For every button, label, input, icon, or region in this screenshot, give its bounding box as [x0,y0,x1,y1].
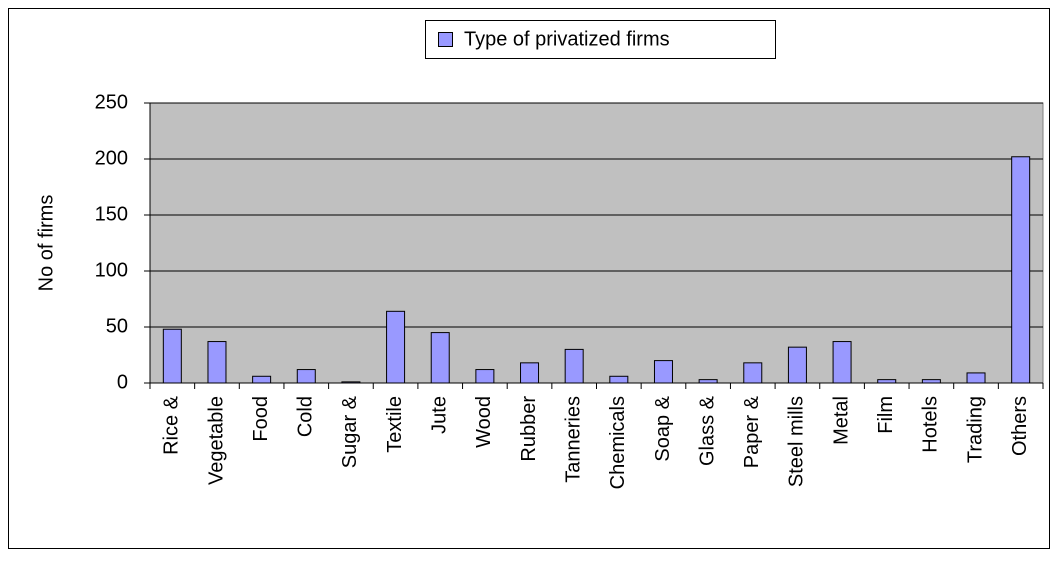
bar [877,379,897,384]
bar [832,341,852,384]
bar [698,379,718,384]
x-tick-label: Soap & [652,395,674,461]
bar [1011,156,1031,384]
bar [921,379,941,384]
x-tick-label: Textile [384,396,406,453]
y-tick-label: 0 [117,371,128,393]
x-tick-label: Food [250,396,272,442]
bar [564,348,584,384]
x-tick-label: Paper & [741,395,763,468]
bar [653,360,673,384]
bar [430,332,450,384]
x-tick-label: Sugar & [339,395,361,468]
bar [207,341,227,384]
bar [787,346,807,384]
x-tick-label: Jute [429,396,451,434]
bar [520,362,540,384]
x-tick-label: Cold [295,396,317,437]
x-tick-label: Rubber [518,396,540,462]
bar [609,375,629,384]
bar [162,328,182,384]
bar [252,375,272,384]
legend-swatch [438,32,453,47]
x-tick-label: Film [875,396,897,434]
y-tick-label: 250 [95,91,128,113]
bar [743,362,763,384]
x-tick-label: Wood [473,396,495,448]
x-tick-label: Steel mills [786,396,808,487]
legend-label: Type of privatized firms [464,28,670,50]
x-tick-label: Vegetable [205,396,227,485]
y-tick-label: 50 [106,315,128,337]
y-axis-label: No of firms [35,195,57,292]
bar [475,369,495,384]
x-tick-label: Tanneries [562,396,584,483]
x-tick-label: Hotels [920,396,942,453]
x-tick-label: Trading [964,396,986,463]
y-tick-label: 100 [95,259,128,281]
x-tick-label: Others [1009,396,1031,456]
y-tick-label: 200 [95,147,128,169]
x-tick-label: Rice & [161,395,183,455]
legend [425,20,776,59]
x-tick-label: Metal [830,396,852,445]
x-tick-label: Glass & [696,395,718,466]
plot-area [149,102,1044,384]
y-tick-label: 150 [95,203,128,225]
bar [966,372,986,384]
bar [296,369,316,384]
x-tick-label: Chemicals [607,396,629,489]
bar [386,310,406,384]
